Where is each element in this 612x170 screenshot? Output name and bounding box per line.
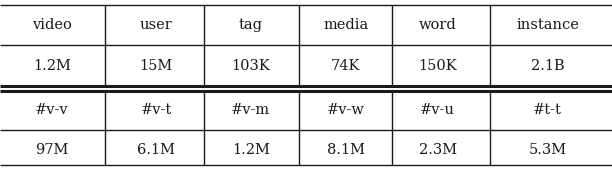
Text: 2.3M: 2.3M [419, 143, 457, 157]
Text: video: video [32, 18, 72, 32]
Text: 150K: 150K [418, 59, 457, 73]
Text: 5.3M: 5.3M [529, 143, 567, 157]
Text: 103K: 103K [231, 59, 271, 73]
Text: 2.1B: 2.1B [531, 59, 564, 73]
Text: 97M: 97M [35, 143, 69, 157]
Text: 1.2M: 1.2M [232, 143, 270, 157]
Text: #v-t: #v-t [140, 103, 172, 117]
Text: #v-w: #v-w [327, 103, 365, 117]
Text: #v-u: #v-u [420, 103, 455, 117]
Text: media: media [323, 18, 368, 32]
Text: tag: tag [239, 18, 263, 32]
Text: instance: instance [517, 18, 579, 32]
Text: #v-v: #v-v [35, 103, 69, 117]
Text: 15M: 15M [140, 59, 173, 73]
Text: 1.2M: 1.2M [33, 59, 71, 73]
Text: 6.1M: 6.1M [137, 143, 175, 157]
Text: 74K: 74K [331, 59, 360, 73]
Text: user: user [140, 18, 173, 32]
Text: #t-t: #t-t [533, 103, 562, 117]
Text: 8.1M: 8.1M [327, 143, 365, 157]
Text: #v-m: #v-m [231, 103, 271, 117]
Text: word: word [419, 18, 457, 32]
